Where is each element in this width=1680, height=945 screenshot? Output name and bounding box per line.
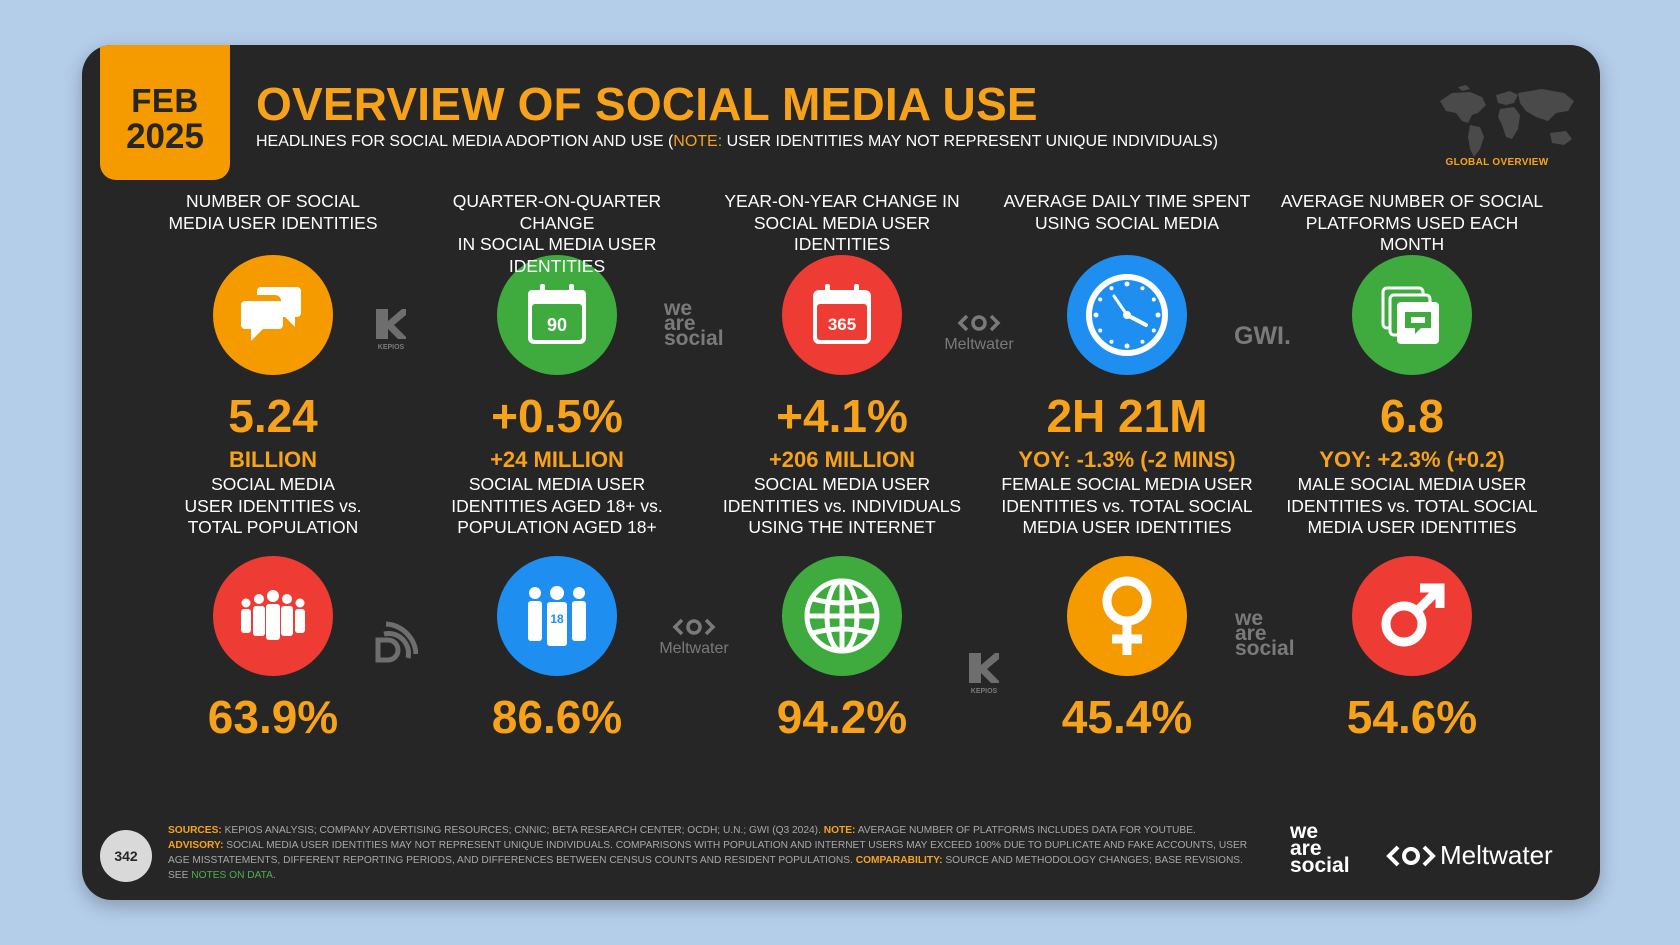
world-map-icon [1440,85,1574,157]
globe-icon [782,556,902,676]
meltwater-logo-icon [957,314,1001,332]
metric-sub: YOY: -1.3% (-2 MINS) [1018,447,1236,472]
metric-value: 6.8 [1380,390,1444,442]
meltwater-watermark: Meltwater [652,617,736,658]
calendar-text: 365 [828,315,856,334]
kepios-watermark: KEPIOS [967,651,1001,695]
stacked-windows-icon [1352,255,1472,375]
meltwater-logo-icon [672,618,716,636]
meltwater-brand-icon [1386,845,1436,866]
metric-label: FEMALE SOCIAL MEDIA USER IDENTITIES vs. T… [1001,474,1253,537]
datareportal-logo-icon [375,621,419,663]
speech-bubbles-icon [213,255,333,375]
we-are-social-logo: we are social [1290,820,1350,877]
meltwater-watermark: Meltwater [937,313,1021,354]
metric-value: 63.9% [207,691,339,743]
metric-sub: +24 MILLION [490,447,624,472]
kepios-watermark: KEPIOS [374,307,408,351]
metric-male: MALE SOCIAL MEDIA USER IDENTITIES vs. TOT… [1277,474,1547,742]
clock-icon [1067,255,1187,375]
population-icon [213,556,333,676]
notes-on-data-link[interactable]: NOTES ON DATA [191,870,273,881]
metric-value: 2H 21M [1046,390,1208,442]
metric-sub: BILLION [229,447,317,472]
metric-label: SOCIAL MEDIA USER IDENTITIES vs. TOTAL POP… [184,474,362,537]
metric-sub: YOY: +2.3% (+0.2) [1319,447,1505,472]
metric-yoy-change: YEAR-ON-YEAR CHANGE IN SOCIAL MEDIA USER … [707,191,977,473]
metric-value: 94.2% [776,691,908,743]
metric-label: MALE SOCIAL MEDIA USER IDENTITIES vs. TOT… [1286,474,1538,537]
metric-value: +0.5% [491,390,623,442]
calendar-text: 90 [547,315,567,335]
datareportal-watermark [372,620,419,671]
metric-label: NUMBER OF SOCIAL MEDIA USER IDENTITIES [168,191,378,233]
kepios-logo-icon [376,309,406,339]
metric-vs-population: SOCIAL MEDIA USER IDENTITIES vs. TOTAL POP… [138,474,408,742]
we-are-social-watermark: we are social [1235,607,1295,660]
calendar-365-icon: 365 [782,255,902,375]
adults-18-icon: 18 [497,556,617,676]
badge-year: 2025 [126,117,204,156]
metric-label: SOCIAL MEDIA USER IDENTITIES AGED 18+ vs.… [451,474,663,537]
metric-social-media-user-identities: NUMBER OF SOCIAL MEDIA USER IDENTITIES 5.… [138,191,408,473]
metric-value: 54.6% [1346,691,1478,743]
page-title: OVERVIEW OF SOCIAL MEDIA USE [256,78,1038,130]
date-badge: FEB 2025 [100,45,230,180]
metric-label: AVERAGE DAILY TIME SPENT USING SOCIAL MED… [1003,191,1251,233]
metric-qoq-change: QUARTER-ON-QUARTER CHANGE IN SOCIAL MEDIA… [422,191,692,473]
metric-label: AVERAGE NUMBER OF SOCIAL PLATFORMS USED E… [1280,191,1544,254]
adults-badge-text: 18 [550,612,564,626]
metric-vs-internet: SOCIAL MEDIA USER IDENTITIES vs. INDIVIDU… [707,474,977,742]
gwi-watermark: GWI. [1234,322,1291,350]
metric-label: QUARTER-ON-QUARTER CHANGE IN SOCIAL MEDIA… [452,191,662,276]
meltwater-logo: Meltwater [1386,840,1553,871]
footnotes: SOURCES: KEPIOS ANALYSIS; COMPANY ADVERT… [168,825,1248,881]
page-number: 342 [100,830,152,882]
metric-value: +4.1% [776,390,908,442]
we-are-social-watermark: we are social [664,297,724,350]
kepios-logo-icon [969,653,999,683]
female-icon [1067,556,1187,676]
metric-daily-time: AVERAGE DAILY TIME SPENT USING SOCIAL MED… [992,191,1262,473]
metric-sub: +206 MILLION [768,447,916,472]
metric-label: SOCIAL MEDIA USER IDENTITIES vs. INDIVIDU… [722,474,962,537]
calendar-90-icon: 90 [497,255,617,375]
region-label: GLOBAL OVERVIEW [1445,157,1549,168]
metric-value: 86.6% [491,691,623,743]
metric-label: YEAR-ON-YEAR CHANGE IN SOCIAL MEDIA USER … [724,191,960,254]
metric-avg-platforms: AVERAGE NUMBER OF SOCIAL PLATFORMS USED E… [1277,191,1547,473]
metric-female: FEMALE SOCIAL MEDIA USER IDENTITIES vs. T… [992,474,1262,742]
badge-month: FEB [131,82,199,119]
male-icon [1352,556,1472,676]
metric-aged-18: SOCIAL MEDIA USER IDENTITIES AGED 18+ vs.… [422,474,692,742]
metric-value: 5.24 [228,390,318,442]
page-subtitle: HEADLINES FOR SOCIAL MEDIA ADOPTION AND … [256,133,1218,150]
slide-card: FEB 2025 OVERVIEW OF SOCIAL MEDIA USE HE… [82,45,1600,900]
metric-value: 45.4% [1061,691,1193,743]
